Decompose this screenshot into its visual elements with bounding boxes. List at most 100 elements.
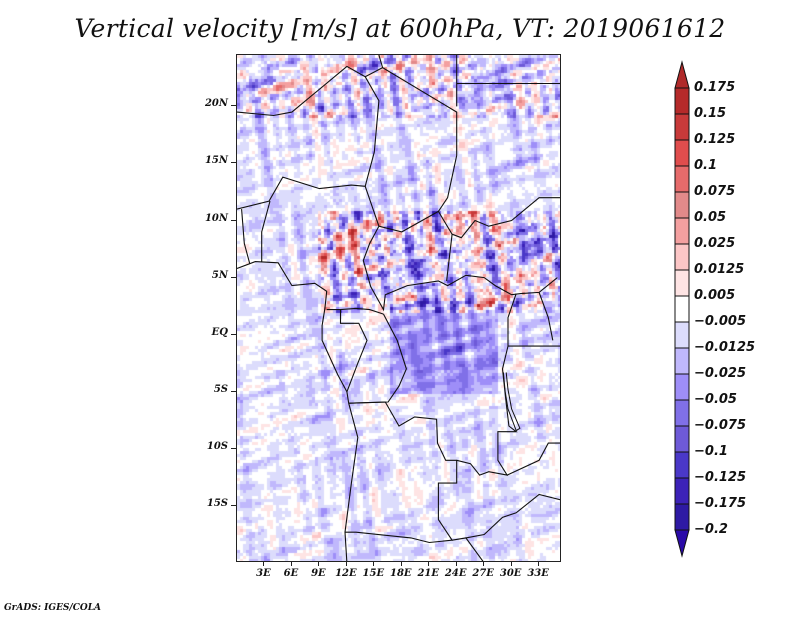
lon-tick-mark	[400, 562, 402, 566]
lon-tick-mark	[318, 562, 320, 566]
colorbar-swatch	[674, 425, 690, 453]
lat-tick-mark	[231, 447, 236, 449]
colorbar-level-label: −0.1	[694, 444, 728, 459]
boundary-line	[364, 76, 380, 187]
colorbar-level-label: −0.05	[694, 392, 737, 407]
boundary-line	[378, 55, 384, 68]
lon-tick-mark	[483, 562, 485, 566]
colorbar-level-label: −0.025	[694, 366, 747, 381]
colorbar-swatch	[674, 217, 690, 245]
lon-tick-label: 27E	[472, 568, 494, 579]
colorbar-swatch	[674, 269, 690, 297]
lon-tick-label: 21E	[417, 568, 440, 579]
boundary-line	[237, 176, 558, 312]
lat-tick-label: 15N	[204, 155, 228, 167]
boundary-line	[348, 313, 407, 404]
colorbar-level-label: 0.075	[694, 184, 736, 199]
colorbar-level-label: 0.05	[694, 210, 727, 225]
lon-tick-mark	[373, 562, 375, 566]
lon-tick-label: 18E	[390, 568, 412, 579]
lat-tick-mark	[231, 162, 236, 164]
colorbar-level-label: −0.0125	[694, 340, 756, 355]
boundary-line	[378, 210, 453, 282]
lon-tick-mark	[538, 562, 540, 566]
lon-tick-label: 15E	[362, 568, 385, 579]
lon-tick-label: 3E	[256, 568, 271, 579]
lat-tick-mark	[231, 276, 236, 278]
boundary-line	[451, 197, 560, 239]
lat-tick-label: 10N	[204, 212, 228, 224]
colorbar-level-label: −0.125	[694, 470, 747, 485]
lat-tick-label: 20N	[204, 98, 228, 110]
lat-tick-mark	[231, 390, 236, 392]
lon-tick-mark	[290, 562, 292, 566]
lon-tick-label: 33E	[527, 568, 549, 579]
boundary-line	[261, 200, 271, 262]
colorbar	[674, 60, 690, 558]
lat-tick-label: 15S	[206, 497, 228, 509]
colorbar-swatch	[674, 139, 690, 167]
boundary-line	[241, 209, 251, 265]
country-boundaries	[237, 55, 560, 561]
colorbar-swatch	[674, 321, 690, 349]
lon-tick-mark	[345, 562, 347, 566]
boundary-line	[456, 293, 518, 476]
lon-tick-label: 9E	[311, 568, 326, 579]
colorbar-level-label: −0.175	[694, 496, 747, 511]
lon-tick-label: 12E	[335, 568, 357, 579]
colorbar-swatch	[674, 295, 690, 323]
colorbar-swatch	[674, 243, 690, 271]
colorbar-swatch	[674, 451, 690, 479]
lat-tick-label: 5N	[211, 269, 228, 281]
colorbar-level-label: −0.005	[694, 314, 747, 329]
boundary-line	[538, 292, 554, 341]
lat-tick-label: 10S	[206, 440, 228, 452]
boundary-line	[452, 537, 484, 561]
colorbar-level-label: 0.025	[694, 236, 736, 251]
colorbar-level-label: 0.005	[694, 288, 736, 303]
lat-tick-mark	[231, 333, 236, 335]
boundary-line	[465, 493, 560, 539]
colorbar-swatch	[674, 373, 690, 401]
colorbar-level-label: −0.2	[694, 522, 728, 537]
colorbar-bottom-arrow	[674, 529, 690, 558]
boundary-line	[506, 442, 560, 476]
boundary-line	[345, 401, 458, 544]
lat-tick-label: 5S	[213, 383, 228, 395]
lon-tick-label: 6E	[283, 568, 299, 579]
boundary-line	[326, 307, 384, 315]
colorbar-swatch	[674, 477, 690, 505]
lon-tick-label: 30E	[499, 568, 522, 579]
lon-tick-mark	[263, 562, 265, 566]
lon-tick-label: 24E	[444, 568, 467, 579]
boundary-line	[237, 261, 359, 561]
vertical-velocity-field	[237, 55, 560, 561]
colorbar-swatch	[674, 503, 690, 531]
colorbar-swatch	[674, 347, 690, 375]
colorbar-swatch	[674, 165, 690, 193]
colorbar-level-label: 0.1	[694, 158, 718, 173]
boundary-line	[437, 155, 458, 212]
lat-tick-mark	[231, 105, 236, 107]
map-plot-area	[236, 54, 561, 562]
chart-title: Vertical velocity [m/s] at 600hPa, VT: 2…	[74, 14, 726, 43]
colorbar-level-label: 0.0125	[694, 262, 745, 277]
lake-outline	[502, 372, 521, 432]
colorbar-top-arrow	[674, 60, 690, 89]
colorbar-level-label: 0.125	[694, 132, 736, 147]
colorbar-swatch	[674, 191, 690, 219]
colorbar-swatch	[674, 87, 690, 115]
lon-tick-mark	[510, 562, 512, 566]
colorbar-level-label: 0.175	[694, 80, 736, 95]
lat-tick-mark	[231, 219, 236, 221]
colorbar-level-label: 0.15	[694, 106, 727, 121]
lat-tick-label: EQ	[211, 326, 228, 338]
grads-credit: GrADS: IGES/COLA	[4, 603, 102, 613]
colorbar-swatch	[674, 113, 690, 141]
lat-tick-mark	[231, 504, 236, 506]
lon-tick-mark	[428, 562, 430, 566]
colorbar-level-label: −0.075	[694, 418, 747, 433]
boundary-line	[339, 309, 368, 392]
colorbar-swatch	[674, 399, 690, 427]
lon-tick-mark	[455, 562, 457, 566]
